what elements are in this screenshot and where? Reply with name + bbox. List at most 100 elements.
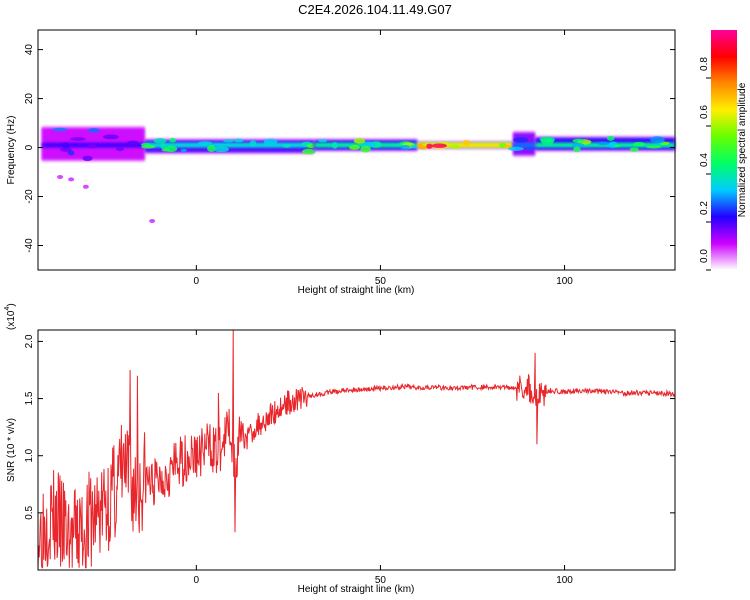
snr-y-tick-label: 0.5 [24, 505, 35, 519]
band-blob [153, 137, 167, 144]
snr-x-ticks: 0 50 100 [194, 330, 573, 586]
spectrogram-y-axis-label: Frequency (Hz) [6, 116, 17, 185]
snr-frame [37, 329, 676, 571]
spectrogram-y-tick-label: 0 [24, 144, 35, 150]
band-core [512, 142, 536, 148]
spectrogram-y-tick-label: 20 [24, 93, 35, 105]
band-blob [88, 143, 97, 149]
band-blob [348, 145, 361, 150]
band-blob [67, 150, 75, 156]
colorbar-tick-label: 0.0 [699, 249, 710, 263]
band-blob [164, 145, 178, 153]
colorbar-ticks: 0.0 0.2 0.4 0.6 0.8 [699, 57, 711, 271]
snr-background [38, 330, 675, 570]
spectrogram-x-ticks: 0 50 100 [194, 30, 573, 287]
band-speck [82, 184, 89, 189]
snr-x-axis-label: Height of straight line (km) [298, 584, 415, 595]
spectrogram-segment [535, 135, 675, 153]
band-blob [650, 136, 665, 144]
snr-y-tick-label: 1.5 [24, 391, 35, 405]
band-blob [573, 146, 581, 153]
band-blob [360, 145, 371, 153]
band-speck [149, 219, 156, 224]
spectrogram-segment [140, 137, 319, 155]
colorbar-tick-label: 0.4 [699, 153, 710, 167]
spectrogram-segment [417, 140, 513, 150]
snr-x-tick-label: 50 [375, 575, 387, 586]
band-blob [597, 141, 610, 146]
band-blob [263, 138, 278, 146]
snr-y-ticks: 0.5 1.0 1.5 2.0 [24, 334, 675, 520]
band-blob [169, 137, 177, 143]
band-blob [508, 146, 524, 151]
band-blob [431, 143, 448, 148]
band-blob [233, 138, 244, 143]
snr-y-tick-label: 2.0 [24, 334, 35, 348]
band-blob [207, 145, 216, 153]
band-blob [353, 138, 366, 144]
band-blob [504, 144, 512, 149]
spectrogram-x-tick-label: 100 [556, 276, 573, 287]
band-blob [331, 141, 338, 149]
band-blob [213, 146, 229, 153]
band-blob [513, 137, 529, 143]
snr-panel: 0 50 100 0.5 1.0 1.5 2.0 Height of straight l… [4, 303, 676, 595]
band-blob [646, 145, 662, 149]
spectrogram-segment [508, 130, 537, 157]
band-blob [524, 146, 537, 151]
band-blob [249, 140, 257, 147]
band-speck [57, 174, 64, 179]
snr-y-axis-label: SNR (10 * v/v) [6, 418, 17, 482]
spectrogram-frame [37, 29, 676, 271]
band-blob [103, 134, 119, 140]
spectrogram-x-tick-label: 0 [194, 276, 200, 287]
band-blob [60, 146, 72, 152]
band-speck [68, 177, 75, 182]
spectrogram-y-tick-label: -20 [24, 189, 35, 204]
band-blob [572, 143, 585, 148]
colorbar: 0.0 0.2 0.4 0.6 0.8 Normalized spectral ampl… [699, 30, 748, 271]
band-blob [198, 141, 212, 145]
band-blob [180, 148, 187, 153]
band-blob [282, 143, 292, 148]
spectrogram-segment [314, 138, 423, 153]
figure-title: C2E4.2026.104.11.49.G07 [298, 2, 452, 17]
band-blob [606, 135, 615, 141]
snr-series-line [37, 329, 676, 569]
band-blob [572, 138, 585, 143]
colorbar-tick-label: 0.6 [699, 105, 710, 119]
band-blob [462, 140, 471, 146]
snr-x-tick-label: 0 [194, 575, 200, 586]
spectrogram-y-tick-label: -40 [24, 238, 35, 253]
band-blob [302, 148, 316, 155]
band-blob [82, 155, 93, 161]
colorbar-label: Normalized spectral amplitude [737, 82, 748, 217]
band-blob [87, 128, 100, 133]
band-blob [450, 144, 460, 150]
band-blob [61, 142, 70, 149]
band-blob [629, 147, 639, 152]
band-blob [426, 143, 433, 149]
band-blob [400, 144, 410, 150]
spectrogram-segment [41, 125, 145, 162]
colorbar-gradient [711, 30, 737, 270]
band-blob [115, 146, 125, 152]
band-blob [70, 137, 86, 142]
band-blob [318, 139, 328, 143]
spectrogram-x-axis-label: Height of straight line (km) [298, 285, 415, 296]
band-blob [160, 143, 167, 150]
spectrogram-y-ticks: -40 -20 0 20 40 [24, 44, 675, 253]
band-blob [633, 141, 646, 147]
band-blob [126, 140, 139, 146]
snr-y-tick-label: 1.0 [24, 448, 35, 462]
band-blob [613, 144, 621, 148]
spectrogram-x-tick-label: 50 [375, 276, 387, 287]
band-blob [223, 139, 234, 143]
band-blob [541, 138, 554, 145]
colorbar-tick-label: 0.2 [699, 201, 710, 215]
snr-y-multiplier: (x104) [4, 303, 17, 330]
band-blob [51, 127, 68, 132]
snr-y-multiplier-base: (x104) [4, 303, 17, 330]
snr-x-tick-label: 100 [556, 575, 573, 586]
